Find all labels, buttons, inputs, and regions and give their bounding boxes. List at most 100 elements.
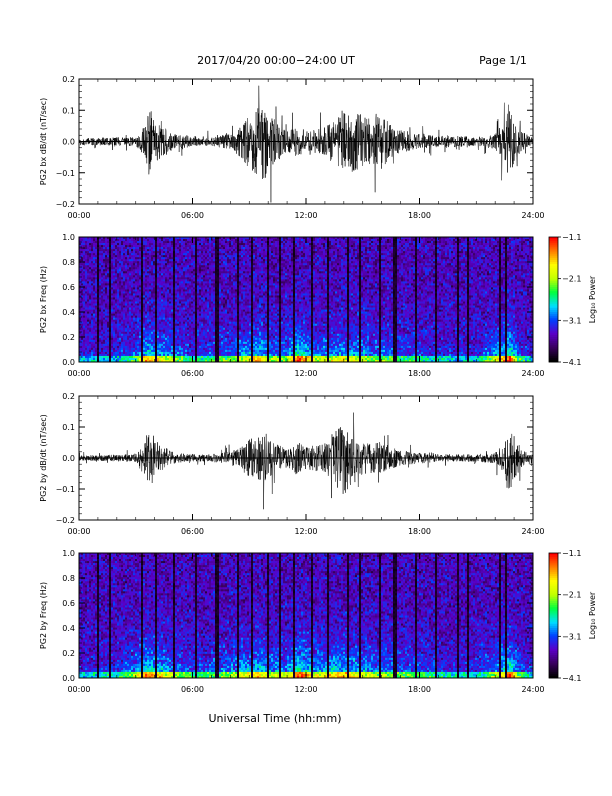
heatmap-cell xyxy=(171,340,173,342)
heatmap-cell xyxy=(131,334,133,336)
heatmap-cell xyxy=(215,267,217,269)
heatmap-cell xyxy=(107,271,109,273)
heatmap-cell xyxy=(189,310,191,312)
heatmap-cell xyxy=(181,251,183,253)
heatmap-cell xyxy=(165,352,167,354)
heatmap-cell xyxy=(221,334,223,336)
heatmap-cell xyxy=(105,350,107,352)
heatmap-cell xyxy=(123,308,125,310)
heatmap-cell xyxy=(139,352,141,354)
heatmap-cell xyxy=(123,247,125,249)
heatmap-cell xyxy=(215,245,217,247)
heatmap-cell xyxy=(159,241,161,243)
heatmap-cell xyxy=(157,263,159,265)
heatmap-cell xyxy=(199,261,201,263)
heatmap-cell xyxy=(93,261,95,263)
heatmap-cell xyxy=(155,247,157,249)
heatmap-cell xyxy=(87,277,89,279)
heatmap-cell xyxy=(91,346,93,348)
heatmap-cell xyxy=(209,308,211,310)
heatmap-cell xyxy=(109,251,111,253)
heatmap-cell xyxy=(213,293,215,295)
heatmap-cell xyxy=(175,320,177,322)
heatmap-cell xyxy=(187,330,189,332)
heatmap-cell xyxy=(127,263,129,265)
heatmap-cell xyxy=(143,330,145,332)
heatmap-cell xyxy=(157,283,159,285)
heatmap-cell xyxy=(119,273,121,275)
heatmap-cell xyxy=(135,277,137,279)
heatmap-cell xyxy=(113,267,115,269)
heatmap-cell xyxy=(225,283,227,285)
heatmap-cell xyxy=(123,356,125,358)
heatmap-cell xyxy=(161,346,163,348)
heatmap-cell xyxy=(99,320,101,322)
heatmap-cell xyxy=(167,287,169,289)
heatmap-cell xyxy=(119,245,121,247)
heatmap-cell xyxy=(97,346,99,348)
heatmap-cell xyxy=(209,293,211,295)
heatmap-cell xyxy=(157,277,159,279)
heatmap-cell xyxy=(229,287,231,289)
heatmap-cell xyxy=(189,330,191,332)
heatmap-cell xyxy=(207,308,209,310)
heatmap-cell xyxy=(121,344,123,346)
heatmap-cell xyxy=(117,287,119,289)
heatmap-cell xyxy=(213,346,215,348)
heatmap-cell xyxy=(111,336,113,338)
heatmap-cell xyxy=(147,340,149,342)
heatmap-cell xyxy=(167,245,169,247)
heatmap-cell xyxy=(197,320,199,322)
heatmap-cell xyxy=(161,330,163,332)
heatmap-cell xyxy=(197,314,199,316)
heatmap-cell xyxy=(159,304,161,306)
heatmap-cell xyxy=(171,346,173,348)
heatmap-cell xyxy=(227,314,229,316)
heatmap-cell xyxy=(109,245,111,247)
heatmap-cell xyxy=(195,257,197,259)
heatmap-cell xyxy=(177,324,179,326)
heatmap-cell xyxy=(113,340,115,342)
heatmap-cell xyxy=(217,261,219,263)
heatmap-cell xyxy=(161,324,163,326)
heatmap-cell xyxy=(133,310,135,312)
heatmap-cell xyxy=(173,334,175,336)
heatmap-cell xyxy=(103,350,105,352)
heatmap-cell xyxy=(187,257,189,259)
heatmap-cell xyxy=(87,336,89,338)
heatmap-cell xyxy=(107,267,109,269)
heatmap-cell xyxy=(207,300,209,302)
heatmap-cell xyxy=(131,297,133,299)
heatmap-cell xyxy=(87,330,89,332)
heatmap-cell xyxy=(159,251,161,253)
heatmap-cell xyxy=(87,314,89,316)
heatmap-cell xyxy=(197,340,199,342)
heatmap-cell xyxy=(87,350,89,352)
heatmap-cell xyxy=(135,344,137,346)
heatmap-cell xyxy=(135,336,137,338)
heatmap-cell xyxy=(85,271,87,273)
heatmap-cell xyxy=(157,316,159,318)
heatmap-cell xyxy=(179,326,181,328)
heatmap-cell xyxy=(107,346,109,348)
heatmap-cell xyxy=(113,251,115,253)
heatmap-cell xyxy=(101,257,103,259)
heatmap-cell xyxy=(131,350,133,352)
heatmap-cell xyxy=(91,247,93,249)
heatmap-cell xyxy=(177,253,179,255)
heatmap-cell xyxy=(221,356,223,358)
heatmap-cell xyxy=(219,277,221,279)
heatmap-cell xyxy=(155,324,157,326)
heatmap-cell xyxy=(171,251,173,253)
heatmap-cell xyxy=(113,253,115,255)
heatmap-cell xyxy=(143,352,145,354)
heatmap-cell xyxy=(181,257,183,259)
heatmap-cell xyxy=(155,316,157,318)
heatmap-cell xyxy=(141,344,143,346)
heatmap-cell xyxy=(185,326,187,328)
heatmap-cell xyxy=(97,267,99,269)
heatmap-cell xyxy=(163,253,165,255)
heatmap-cell xyxy=(127,257,129,259)
heatmap-cell xyxy=(105,324,107,326)
heatmap-cell xyxy=(101,344,103,346)
